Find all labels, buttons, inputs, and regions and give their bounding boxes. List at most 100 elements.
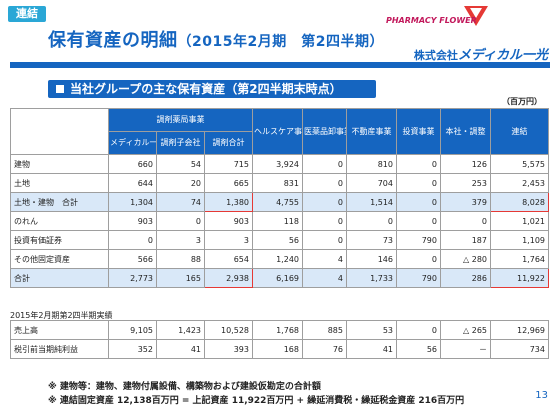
row-label: 売上高 bbox=[10, 320, 109, 340]
page-title: 保有資産の明細（2015年2月期 第2四半期） bbox=[48, 26, 384, 52]
assets-table: 調剤薬局事業 ヘルスケア事業 医薬品卸事業 不動産事業 投資事業 本社・調整 連… bbox=[10, 108, 549, 288]
table-cell: 1,423 bbox=[156, 320, 205, 340]
table-cell: 286 bbox=[440, 268, 491, 288]
table-cell: 41 bbox=[156, 339, 205, 359]
table-cell: － bbox=[440, 339, 491, 359]
table-cell: 1,240 bbox=[252, 249, 303, 269]
table-cell: 1,380 bbox=[204, 192, 253, 212]
header-consolidated: 連結 bbox=[490, 108, 549, 155]
table-cell: 654 bbox=[204, 249, 253, 269]
footnotes: ※ 建物等：建物、建物付属設備、構築物および建設仮勘定の合計額 ※ 連結固定資産… bbox=[48, 380, 464, 408]
table-cell: 10,528 bbox=[204, 320, 253, 340]
row-label: その他固定資産 bbox=[10, 249, 109, 269]
table-row: のれん 903 0 903 118 0 0 0 0 1,021 bbox=[10, 211, 549, 231]
table-row: 投資有価証券 0 3 3 56 0 73 790 187 1,109 bbox=[10, 230, 549, 250]
table-cell: 790 bbox=[396, 230, 441, 250]
table-cell: 1,514 bbox=[346, 192, 397, 212]
table-cell: 0 bbox=[302, 173, 347, 193]
header-dispensing-total: 調剤合計 bbox=[204, 131, 253, 155]
company-name: 株式会社メディカル一光 bbox=[414, 44, 548, 63]
table-row: 売上高 9,105 1,423 10,528 1,768 885 53 0 △ 265 12,96… bbox=[10, 320, 549, 340]
header-medical-ikko: メディカル一光 bbox=[108, 131, 157, 155]
flower-logo-icon bbox=[464, 6, 488, 26]
table-cell: 1,764 bbox=[490, 249, 549, 269]
table-cell: 715 bbox=[204, 154, 253, 174]
table-cell: 1,733 bbox=[346, 268, 397, 288]
period-label: 2015年2月期第2四半期実績 bbox=[10, 311, 113, 320]
header-wholesale: 医薬品卸事業 bbox=[302, 108, 347, 155]
table-cell: 4 bbox=[302, 268, 347, 288]
table-cell: 187 bbox=[440, 230, 491, 250]
title-period: （2015年2月期 第2四半期） bbox=[177, 34, 384, 50]
table-cell: 126 bbox=[440, 154, 491, 174]
table-cell: 2,773 bbox=[108, 268, 157, 288]
table-cell: 88 bbox=[156, 249, 205, 269]
table-row: 税引前当期純利益 352 41 393 168 76 41 56 － 734 bbox=[10, 339, 549, 359]
results-table: 売上高 9,105 1,423 10,528 1,768 885 53 0 △ 265 12,96… bbox=[10, 320, 549, 359]
table-cell: 6,169 bbox=[252, 268, 303, 288]
table-cell: 665 bbox=[204, 173, 253, 193]
table-row: 土地・建物 合計 1,304 74 1,380 4,755 0 1,514 0 379 8,028 bbox=[10, 192, 549, 212]
logo-text: PHARMACY FLOWER bbox=[386, 16, 477, 25]
footnote-2: ※ 連結固定資産 12,138百万円 = 上記資産 11,922百万円 + 繰延… bbox=[48, 396, 465, 406]
table-cell: 20 bbox=[156, 173, 205, 193]
table-cell: 660 bbox=[108, 154, 157, 174]
table-cell: 0 bbox=[396, 173, 441, 193]
table-cell: 903 bbox=[108, 211, 157, 231]
table-subheader-row: メディカル一光 調剤子会社 調剤合計 bbox=[11, 131, 549, 155]
table-cell: 2,453 bbox=[490, 173, 549, 193]
header-corner bbox=[10, 108, 109, 155]
table-cell: 644 bbox=[108, 173, 157, 193]
row-label: 建物 bbox=[10, 154, 109, 174]
table-cell: 0 bbox=[302, 192, 347, 212]
table-cell: 53 bbox=[346, 320, 397, 340]
title-main: 保有資産の明細 bbox=[48, 30, 178, 51]
header-healthcare: ヘルスケア事業 bbox=[252, 108, 303, 155]
table-cell: 76 bbox=[302, 339, 347, 359]
square-icon bbox=[56, 85, 64, 93]
table-cell: 0 bbox=[108, 230, 157, 250]
table-cell: 810 bbox=[346, 154, 397, 174]
row-label: 合計 bbox=[10, 268, 109, 288]
table-row: 合計 2,773 165 2,938 6,169 4 1,733 790 286 11,922 bbox=[10, 268, 549, 288]
row-label: のれん bbox=[10, 211, 109, 231]
table-cell: 734 bbox=[490, 339, 549, 359]
table-cell: 0 bbox=[440, 211, 491, 231]
table-cell: 3 bbox=[156, 230, 205, 250]
table-cell: 146 bbox=[346, 249, 397, 269]
table-cell: 393 bbox=[204, 339, 253, 359]
table-cell: 8,028 bbox=[490, 192, 549, 212]
table-cell: 118 bbox=[252, 211, 303, 231]
table-cell: 1,304 bbox=[108, 192, 157, 212]
row-label: 投資有価証券 bbox=[10, 230, 109, 250]
table-cell: 885 bbox=[302, 320, 347, 340]
title-underline bbox=[10, 62, 550, 68]
row-label: 税引前当期純利益 bbox=[10, 339, 109, 359]
consolidated-tag: 連結 bbox=[8, 6, 46, 22]
table-cell: 790 bbox=[396, 268, 441, 288]
table-cell: 4 bbox=[302, 249, 347, 269]
table-cell: 54 bbox=[156, 154, 205, 174]
page-number: 13 bbox=[535, 390, 548, 401]
header-investment: 投資事業 bbox=[396, 108, 441, 155]
table-row: 建物 660 54 715 3,924 0 810 0 126 5,575 bbox=[10, 154, 549, 174]
header-dispensing-group: 調剤薬局事業 bbox=[108, 108, 253, 132]
table-cell: 9,105 bbox=[108, 320, 157, 340]
table-cell: 168 bbox=[252, 339, 303, 359]
table-cell: 165 bbox=[156, 268, 205, 288]
table-cell: 379 bbox=[440, 192, 491, 212]
table-row: 土地 644 20 665 831 0 704 0 253 2,453 bbox=[10, 173, 549, 193]
company-prefix: 株式会社 bbox=[413, 49, 458, 62]
table-cell: 56 bbox=[252, 230, 303, 250]
table-header-row: 調剤薬局事業 ヘルスケア事業 医薬品卸事業 不動産事業 投資事業 本社・調整 連… bbox=[10, 108, 549, 155]
table-cell: 0 bbox=[302, 211, 347, 231]
row-label: 土地 bbox=[10, 173, 109, 193]
table-cell: 1,768 bbox=[252, 320, 303, 340]
header-subsidiary: 調剤子会社 bbox=[156, 131, 205, 155]
table-cell: 831 bbox=[252, 173, 303, 193]
table-cell: 0 bbox=[302, 230, 347, 250]
table-cell: 5,575 bbox=[490, 154, 549, 174]
footnote-1: ※ 建物等：建物、建物付属設備、構築物および建設仮勘定の合計額 bbox=[48, 382, 321, 392]
table-cell: 3 bbox=[204, 230, 253, 250]
section-band-label: 当社グループの主な保有資産（第2四半期末時点） bbox=[70, 82, 342, 96]
